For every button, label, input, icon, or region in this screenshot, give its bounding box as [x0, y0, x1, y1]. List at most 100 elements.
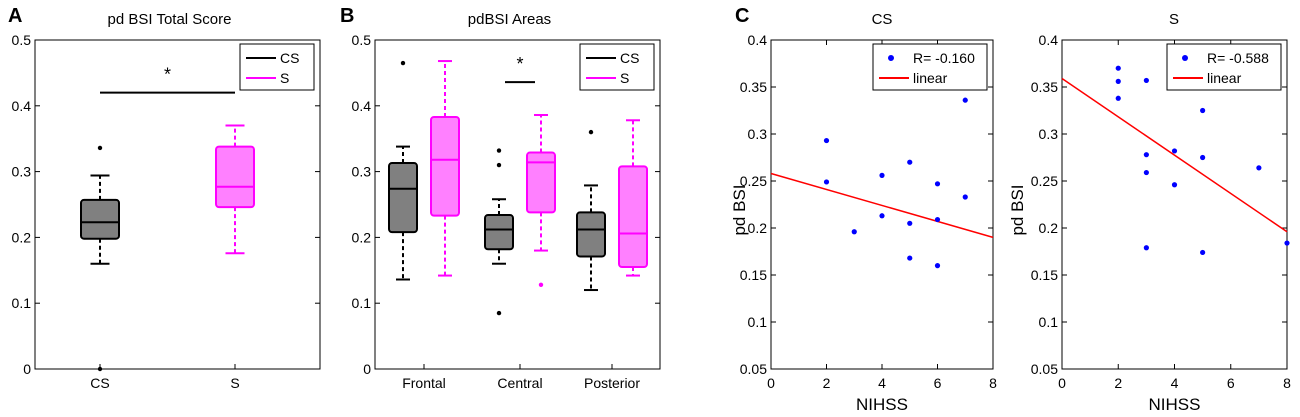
y-tick-label: 0.3	[1039, 126, 1059, 142]
data-point	[1171, 148, 1178, 154]
legend-box	[1166, 43, 1282, 91]
x-tick-label: 8	[1283, 375, 1291, 391]
y-tick-label: 0	[23, 361, 31, 377]
chart-panel-c-cs: 0.05 0.1 0.15 0.2 0.25 0.3 0.35 0.4 0 2 4 6 8 CS NIHSS…	[730, 11, 997, 414]
x-tick-label: 6	[934, 375, 942, 391]
legend-label: R= -0.588	[1207, 50, 1269, 66]
box-iqr	[576, 211, 606, 258]
y-tick-label: 0.15	[740, 267, 767, 283]
fit-line	[1061, 77, 1288, 233]
y-tick-label: 0.2	[1039, 220, 1059, 236]
legend-box	[239, 43, 315, 91]
x-tick-label: 4	[1171, 375, 1179, 391]
y-tick-label: 0.4	[12, 98, 32, 114]
data-point	[823, 137, 830, 144]
y-tick-label: 0.25	[740, 173, 767, 189]
y-tick-label: 0.4	[352, 98, 372, 114]
x-tick-label: 2	[823, 375, 831, 391]
y-tick-label: 0.3	[748, 126, 768, 142]
box-iqr	[388, 162, 418, 234]
legend-box	[872, 43, 988, 91]
y-tick-label: 0.1	[748, 314, 768, 330]
x-category-label: Frontal	[402, 375, 446, 391]
x-axis-label: NIHSS	[1149, 395, 1201, 414]
significance-star: *	[516, 54, 523, 74]
data-point	[1256, 165, 1262, 171]
legend-label: S	[620, 70, 629, 86]
legend-marker-dot	[1182, 55, 1188, 61]
legend-label: CS	[620, 50, 639, 66]
x-category-label: Posterior	[584, 375, 640, 391]
y-tick-label: 0.2	[352, 229, 372, 245]
x-tick-label: 4	[878, 375, 886, 391]
data-point	[879, 213, 885, 219]
panel-label-c: C	[735, 5, 749, 27]
data-point	[934, 216, 941, 223]
data-point	[879, 172, 885, 178]
data-point	[1200, 107, 1206, 114]
y-tick-label: 0.4	[1039, 32, 1059, 48]
data-point	[907, 159, 913, 165]
y-tick-label: 0.05	[1031, 361, 1058, 377]
box-outlier	[538, 282, 544, 287]
x-category-label: Central	[497, 375, 542, 391]
box-outlier	[97, 366, 103, 372]
box-iqr	[484, 214, 514, 251]
y-tick-label: 0.3	[352, 164, 372, 180]
y-tick-label: 0.25	[1031, 173, 1058, 189]
chart-panel-a: 0 0.1 0.2 0.3 0.4 0.5 pd BSI Total Score CS S * CS…	[12, 11, 321, 391]
chart-title: pd BSI Total Score	[108, 11, 232, 28]
data-point	[1284, 240, 1290, 246]
x-tick-label: 0	[767, 375, 775, 391]
plot-frame	[34, 39, 321, 370]
data-point	[1143, 169, 1149, 176]
box-outlier	[97, 145, 103, 151]
y-axis-label: pd BSI	[730, 184, 749, 235]
y-tick-label: 0.05	[740, 361, 767, 377]
chart-title: pdBSI Areas	[468, 11, 551, 28]
box-iqr	[80, 198, 120, 240]
y-axis-label: pd BSI	[1008, 184, 1027, 235]
y-tick-label: 0.35	[1031, 79, 1058, 95]
legend-marker-dot	[888, 55, 894, 61]
box-outlier	[588, 129, 594, 135]
x-category-label: S	[230, 375, 239, 391]
legend-label: S	[280, 70, 289, 86]
y-tick-label: 0.2	[748, 220, 768, 236]
box-iqr	[430, 115, 460, 217]
data-point	[851, 229, 857, 235]
data-point	[907, 220, 913, 226]
data-point	[962, 194, 968, 200]
y-tick-label: 0.1	[12, 295, 32, 311]
y-tick-label: 0	[363, 361, 371, 377]
x-tick-label: 0	[1058, 375, 1066, 391]
data-point	[1115, 95, 1121, 101]
data-point	[1143, 77, 1149, 84]
x-tick-label: 2	[1114, 375, 1122, 391]
box-iqr	[215, 145, 255, 209]
chart-panel-c-s: 0.05 0.1 0.15 0.2 0.25 0.3 0.35 0.4 0 2 4 6 8 S NIHSS p…	[1008, 11, 1291, 414]
box-iqr	[618, 165, 648, 269]
data-point	[934, 181, 941, 187]
data-point	[962, 97, 968, 103]
y-tick-label: 0.5	[12, 32, 32, 48]
plot-frame	[374, 39, 661, 370]
fit-line	[770, 172, 994, 239]
box-outlier	[400, 60, 406, 66]
data-point	[907, 255, 913, 261]
data-point	[823, 179, 830, 185]
y-tick-label: 0.15	[1031, 267, 1058, 283]
x-tick-label: 6	[1227, 375, 1235, 391]
y-tick-label: 0.1	[1039, 314, 1059, 330]
box-iqr	[526, 151, 556, 214]
box-outlier	[496, 148, 502, 153]
data-point	[1143, 152, 1149, 158]
chart-title: S	[1169, 11, 1179, 28]
data-point	[1171, 182, 1178, 188]
data-point	[1200, 154, 1206, 161]
data-point	[1143, 245, 1149, 251]
x-axis-label: NIHSS	[856, 395, 908, 414]
chart-panel-b: 0 0.1 0.2 0.3 0.4 0.5 pdBSI Areas Frontal Centra…	[352, 11, 661, 391]
data-point	[1115, 78, 1121, 84]
